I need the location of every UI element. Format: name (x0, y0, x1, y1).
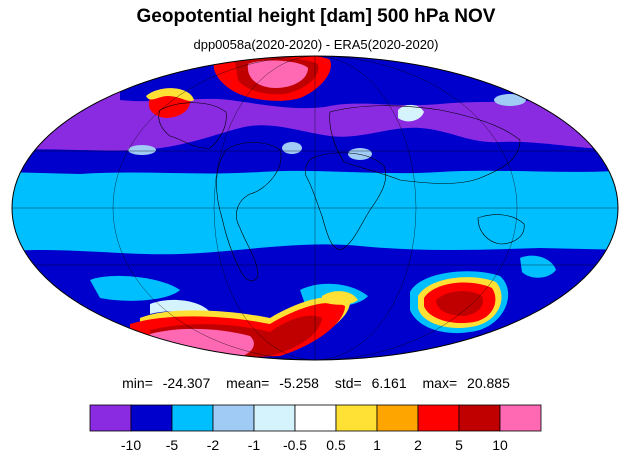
legend-tick-label: 1 (373, 437, 381, 453)
south-cyan-patch-3 (520, 255, 556, 278)
legend-tick-label: -2 (207, 437, 220, 453)
graticule (12, 56, 618, 360)
legend-swatch (376, 404, 419, 432)
legend-tick-label: 0.5 (326, 437, 346, 453)
atlantic-lightblue (282, 142, 302, 154)
legend-swatch (212, 404, 255, 432)
legend-tick-label: -10 (121, 437, 141, 453)
stat-min: min= -24.307 (122, 375, 211, 391)
legend-swatch (417, 404, 460, 432)
mollweide-map (11, 55, 619, 361)
ne-lightblue (494, 94, 526, 106)
legend-swatch (253, 404, 296, 432)
stat-max: max= 20.885 (422, 375, 510, 391)
north-pink-blob (247, 60, 308, 88)
plot-title: Geopotential height [dam] 500 hPa NOV (136, 6, 496, 27)
pacific-lightblue (128, 145, 156, 155)
legend-tick-label: 10 (492, 437, 508, 453)
color-legend: -10 -5 -2 -1 -0.5 0.5 1 2 5 10 (89, 404, 542, 453)
south-cyan-patch-1 (90, 275, 180, 301)
legend-swatch (499, 404, 542, 432)
legend-tick-label: -1 (248, 437, 261, 453)
legend-swatch (458, 404, 501, 432)
globe-outline (11, 55, 619, 361)
europe-lightblue (348, 148, 372, 160)
ne-antarctic-yellow (322, 291, 358, 305)
legend-tick-label: -5 (166, 437, 179, 453)
legend-swatch (294, 404, 337, 432)
stat-std: std= 6.161 (334, 375, 407, 391)
atlantic-paleblue (398, 104, 424, 122)
legend-swatch (171, 404, 214, 432)
legend-swatch (89, 404, 132, 432)
legend-tick-label: 5 (455, 437, 463, 453)
legend-swatch (130, 404, 173, 432)
legend-tick-label: -0.5 (283, 437, 307, 453)
coastlines (158, 102, 525, 282)
legend-tick-label: 2 (414, 437, 422, 453)
nw-yellow-ring (146, 88, 194, 102)
legend-swatch (335, 404, 378, 432)
stat-mean: mean= -5.258 (226, 375, 319, 391)
anomaly-field (12, 56, 618, 360)
statistics-line: min= -24.307 mean= -5.258 std= 6.161 max… (0, 375, 632, 391)
si-darkred-blob (436, 291, 484, 316)
plot-subtitle: dpp0058a(2020-2020) - ERA5(2020-2020) (193, 37, 439, 52)
